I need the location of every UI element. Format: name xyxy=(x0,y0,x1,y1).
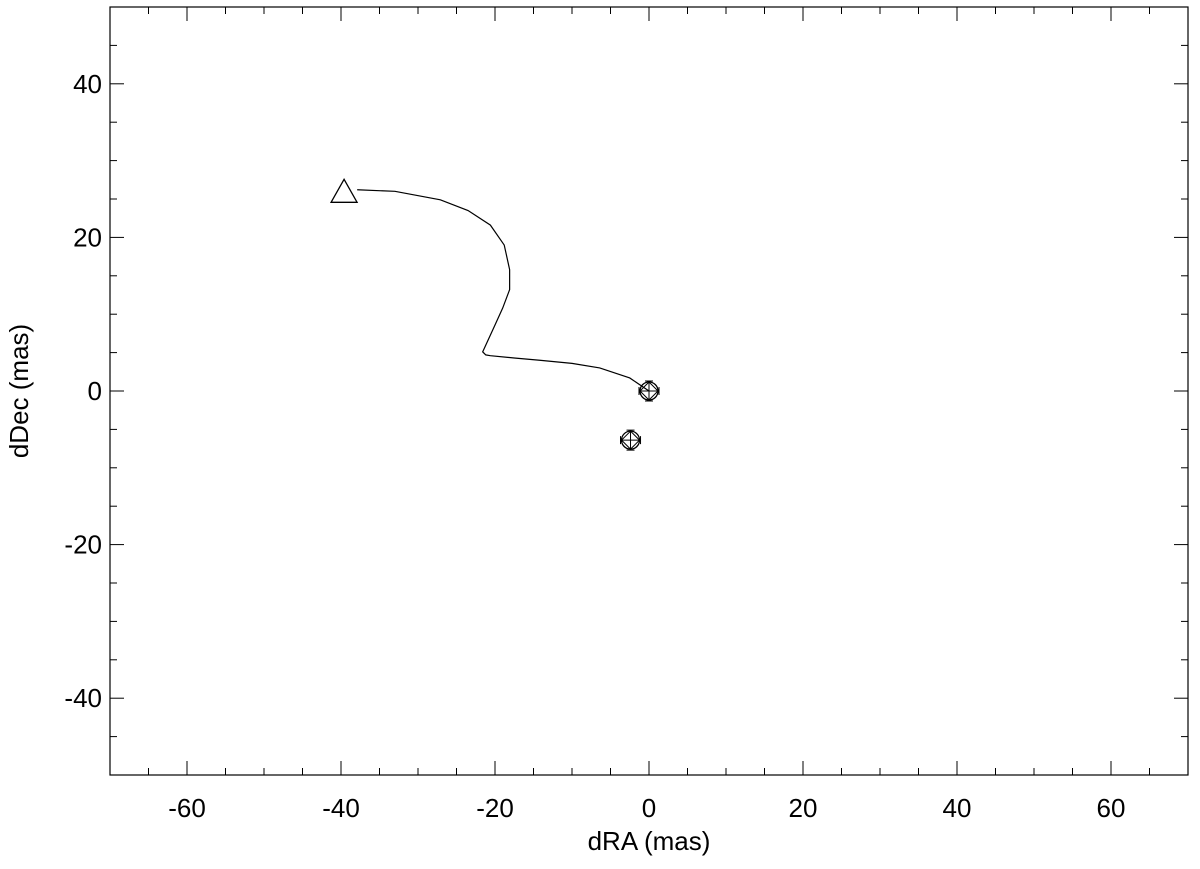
x-error-bar xyxy=(638,387,660,395)
x-tick-label: -40 xyxy=(322,793,360,823)
x-tick-label: -20 xyxy=(476,793,514,823)
y-tick-label: -20 xyxy=(64,530,102,560)
x-axis-label: dRA (mas) xyxy=(588,826,711,856)
triangle-marker xyxy=(329,177,359,203)
x-tick-label: 20 xyxy=(789,793,818,823)
x-error-bar xyxy=(620,436,642,445)
y-tick-label: 40 xyxy=(73,69,102,99)
y-tick-label: 20 xyxy=(73,222,102,252)
y-tick-label: 0 xyxy=(88,376,102,406)
y-tick-label: -40 xyxy=(64,683,102,713)
y-axis-label: dDec (mas) xyxy=(4,324,34,458)
x-tick-label: 60 xyxy=(1097,793,1126,823)
x-tick-label: 40 xyxy=(943,793,972,823)
trajectory-line xyxy=(357,189,650,392)
x-tick-label: -60 xyxy=(168,793,206,823)
x-tick-label: 0 xyxy=(642,793,656,823)
